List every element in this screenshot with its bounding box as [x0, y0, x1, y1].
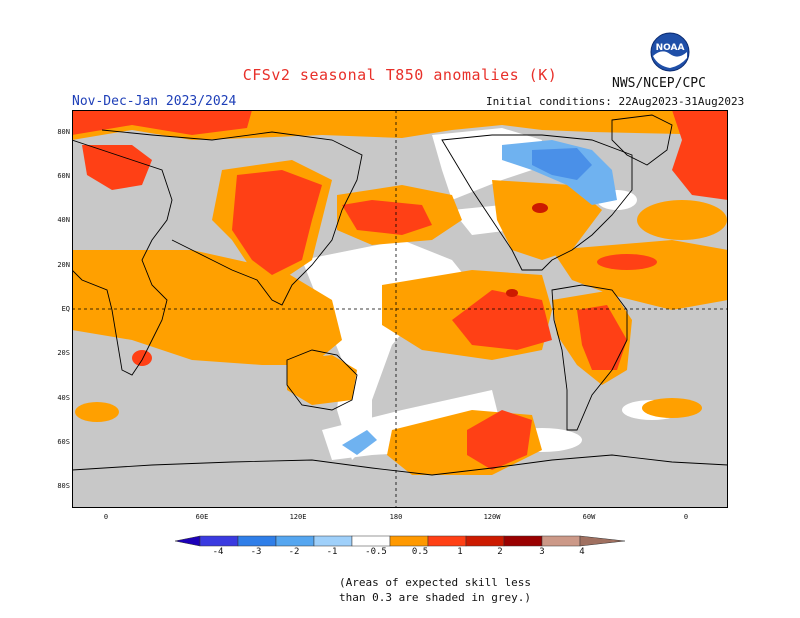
lat-label-60s: 60S [57, 438, 70, 446]
coast-antarctica [72, 454, 728, 476]
colorbar-label-4: 4 [579, 547, 585, 557]
lon-label-0: 0 [103, 513, 109, 521]
lat-label-40s: 40S [57, 394, 70, 402]
anomaly-map-svg [72, 110, 728, 508]
red-arctic-west [72, 110, 252, 135]
blue-canada-core [532, 148, 592, 180]
colorbar-4-plus [541, 535, 581, 547]
darkred-pacific [506, 289, 518, 297]
lon-label-120e: 120E [289, 513, 307, 521]
colorbar-lt-minus4 [174, 535, 201, 547]
orange-north-atlantic [637, 200, 727, 240]
red-africa [132, 350, 152, 366]
colorbar-label-m3: -3 [250, 547, 262, 557]
colorbar-label-05: 0.5 [411, 547, 429, 557]
red-arctic-east [672, 110, 728, 200]
noaa-logo-text: NOAA [656, 43, 685, 53]
red-europe [82, 145, 152, 190]
anomaly-map [72, 110, 728, 508]
lon-label-180: 180 [389, 513, 403, 521]
red-east-asia [232, 170, 322, 275]
lon-label-60w: 60W [582, 513, 596, 521]
lat-label-20s: 20S [57, 349, 70, 357]
colorbar-1-2 [427, 535, 467, 547]
red-north-pacific [342, 200, 432, 235]
coast-greenland [611, 114, 673, 166]
lon-label-120w: 120W [483, 513, 501, 521]
lon-label-0-east: 0 [683, 513, 689, 521]
skill-note-line1: (Areas of expected skill less [338, 576, 532, 589]
lat-label-80s: 80S [57, 482, 70, 490]
red-southern-ocean [467, 410, 532, 470]
colorbar-label-m05: -0.5 [365, 547, 387, 557]
red-east-pacific [452, 290, 552, 350]
lon-label-60e: 60E [195, 513, 209, 521]
colorbar-gt-4 [579, 535, 626, 547]
red-south-america [577, 305, 627, 370]
colorbar-m3-m2 [237, 535, 277, 547]
lat-label-20n: 20N [57, 261, 70, 269]
colorbar-label-m2: -2 [288, 547, 300, 557]
red-caribbean [597, 254, 657, 270]
colorbar-2-3 [465, 535, 505, 547]
blue-antarctic-pacific [342, 430, 377, 455]
forecast-period: Nov-Dec-Jan 2023/2024 [72, 94, 237, 109]
lat-label-80n: 80N [57, 128, 70, 136]
orange-north-america [492, 180, 602, 260]
map-title: CFSv2 seasonal T850 anomalies (K) [242, 66, 558, 84]
coast-africa [72, 139, 173, 376]
colorbar-neutral [351, 535, 391, 547]
agency-label: NWS/NCEP/CPC [612, 76, 706, 91]
noaa-logo-icon: NOAA [650, 32, 690, 72]
colorbar-m1-m05 [313, 535, 353, 547]
colorbar-m4-m3 [199, 535, 239, 547]
lat-label-40n: 40N [57, 216, 70, 224]
colorbar-label-1: 1 [457, 547, 463, 557]
orange-indian-ocean [72, 250, 342, 365]
skill-note-line2: than 0.3 are shaded in grey.) [338, 591, 532, 604]
colorbar [170, 533, 630, 549]
colorbar-label-m4: -4 [212, 547, 224, 557]
colorbar-m2-m1 [275, 535, 315, 547]
coast-australia [286, 349, 358, 411]
coast-north-america [441, 134, 633, 271]
map-frame [72, 110, 728, 508]
darkred-north-atlantic [532, 203, 548, 213]
lat-label-eq: EQ [61, 305, 70, 313]
orange-south-indian [75, 402, 119, 422]
initial-conditions: Initial conditions: 22Aug2023-31Aug2023 [486, 95, 745, 108]
orange-tropical-atlantic [552, 240, 728, 310]
colorbar-05-1 [389, 535, 429, 547]
colorbar-label-m1: -1 [326, 547, 338, 557]
coast-south-america [551, 284, 628, 431]
orange-australia [287, 355, 357, 405]
colorbar-label-3: 3 [539, 547, 545, 557]
colorbar-3-4 [503, 535, 543, 547]
orange-south-atlantic [642, 398, 702, 418]
colorbar-label-2: 2 [497, 547, 503, 557]
coast-eurasia [101, 129, 363, 306]
lat-label-60n: 60N [57, 172, 70, 180]
